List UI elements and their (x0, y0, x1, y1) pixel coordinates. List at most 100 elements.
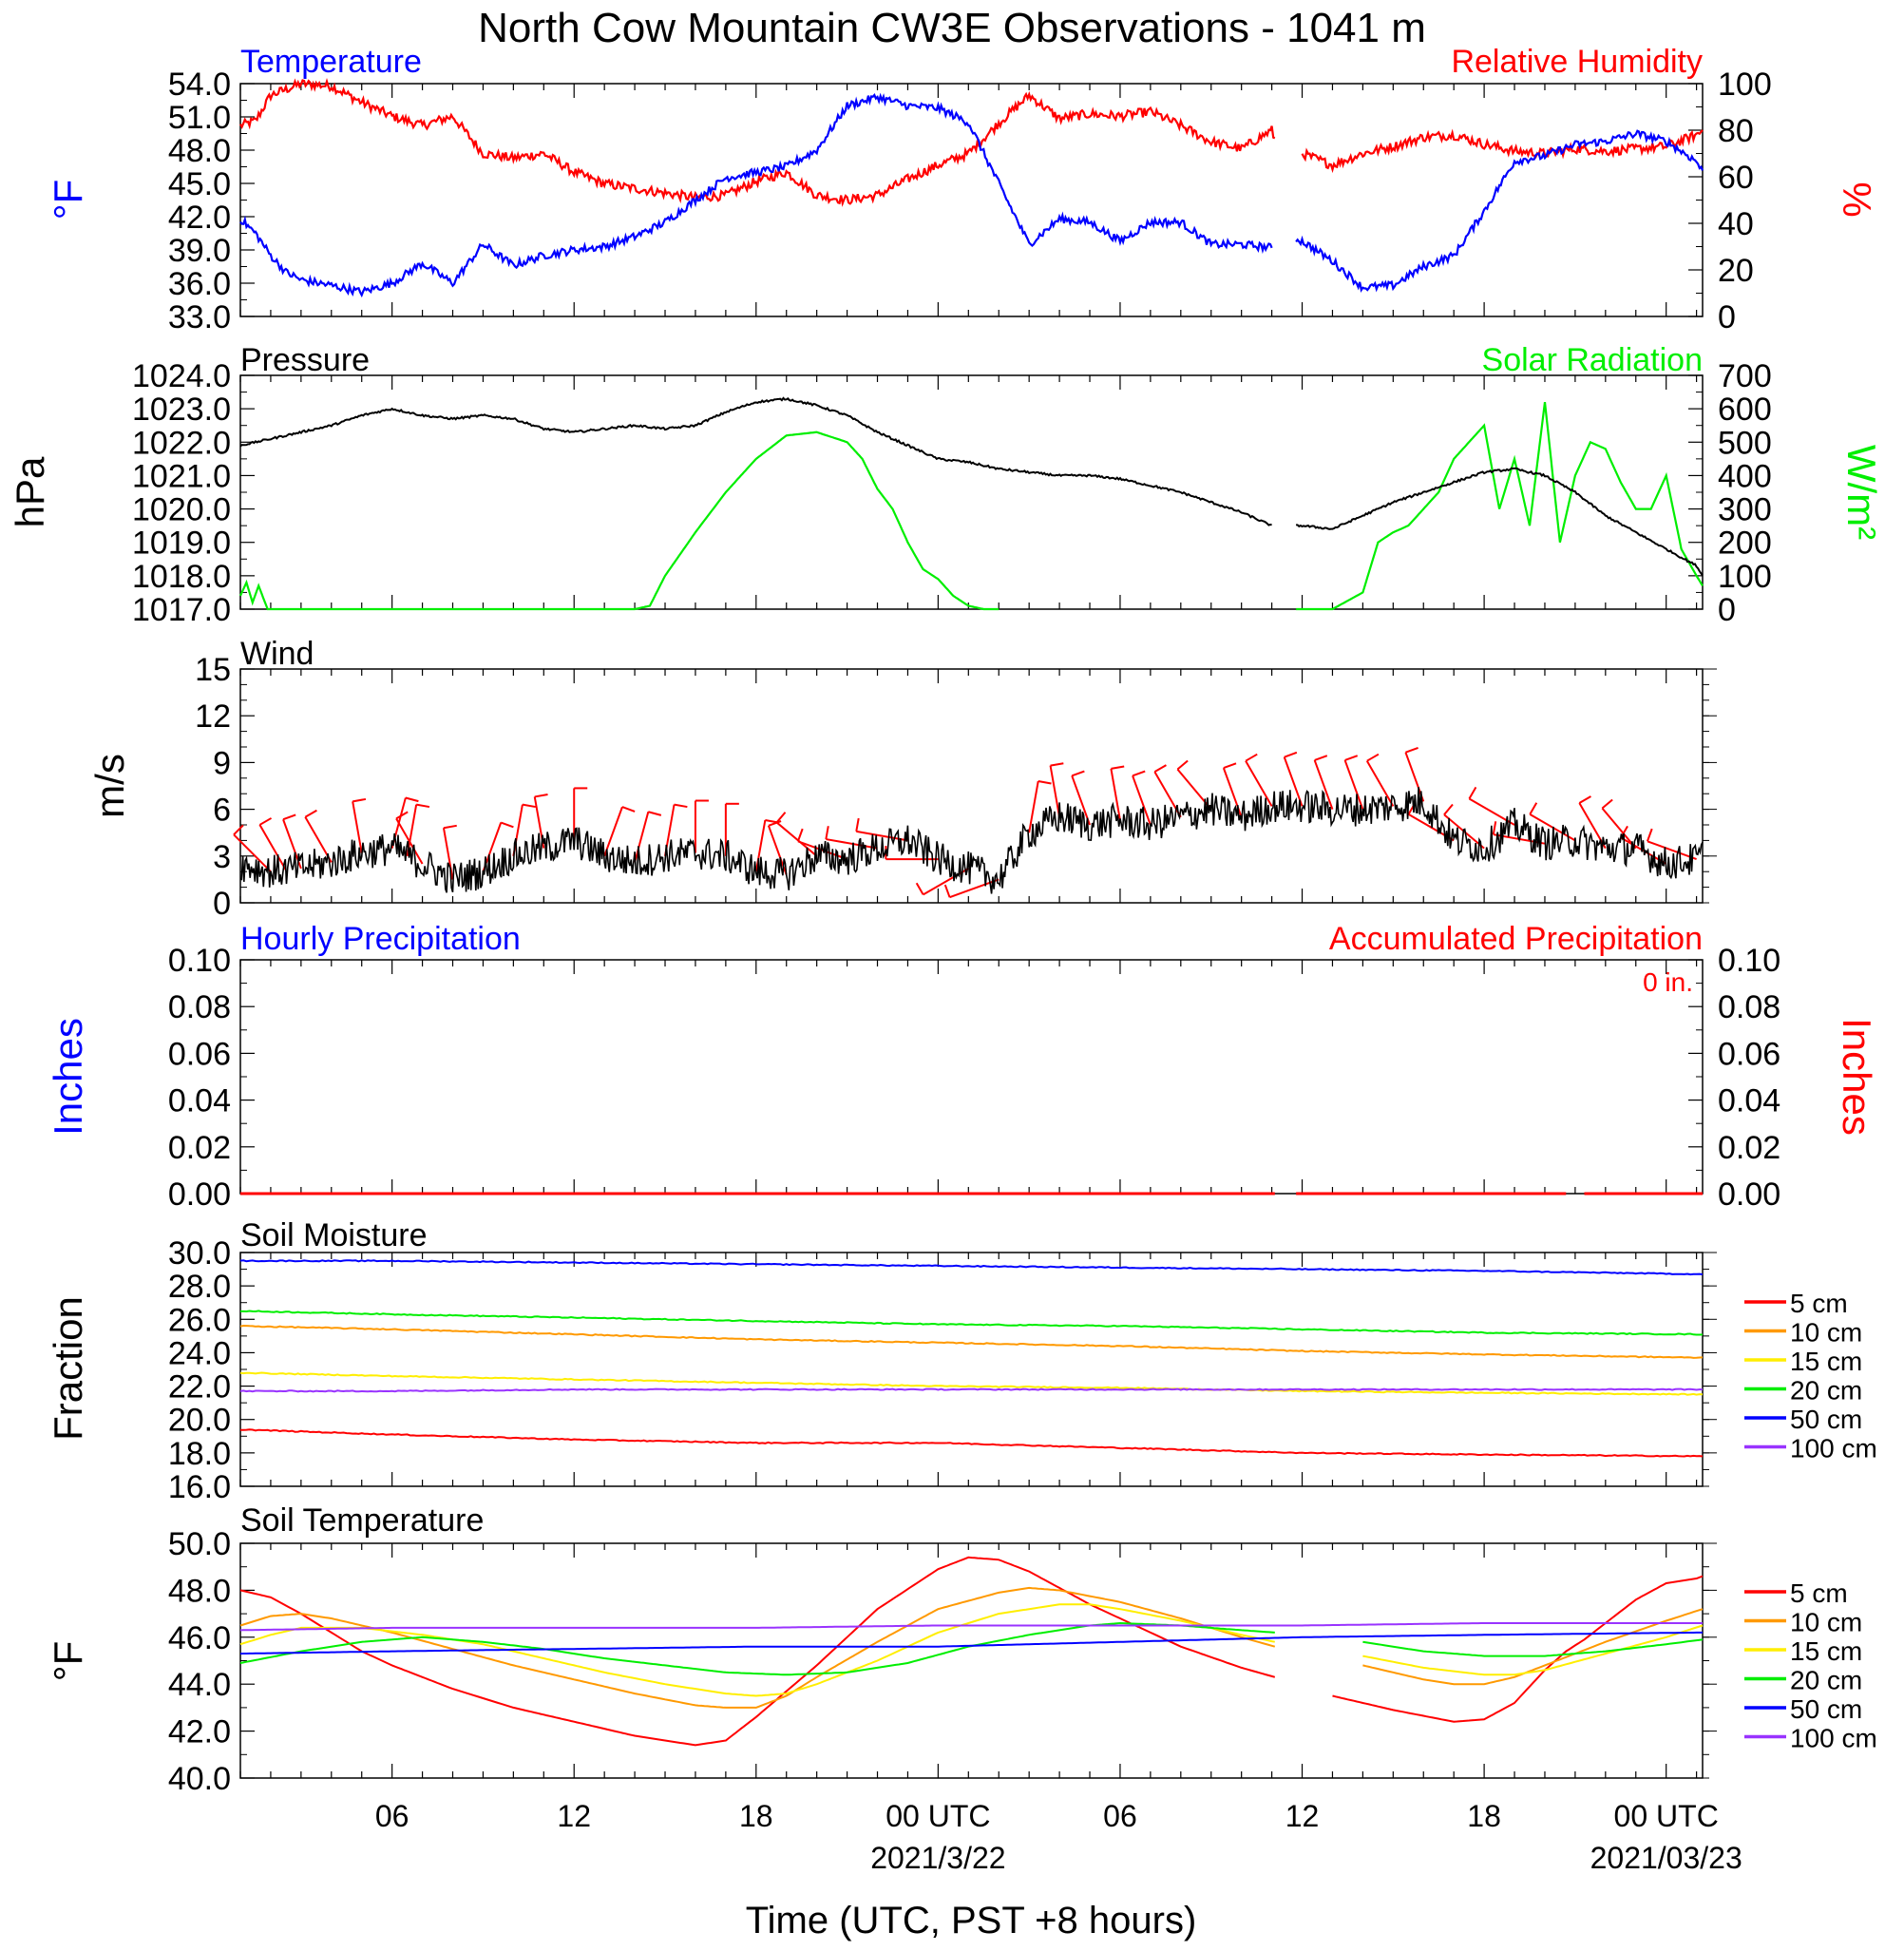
x-tick-label: 00 UTC (885, 1799, 990, 1833)
wind-barb (826, 838, 878, 850)
wind-barb (1028, 780, 1039, 833)
precip-left-axis-tick-label: 0.04 (168, 1083, 231, 1119)
wind-barb-flag (1529, 802, 1538, 815)
solar-axis-tick-label: 500 (1718, 425, 1772, 461)
wind-barb-flag (233, 824, 244, 836)
legend-label: 20 cm (1790, 1666, 1862, 1695)
soil-moisture-panel: 30.028.026.024.022.020.018.016.0 Soil Moi… (46, 1217, 1877, 1505)
accum-precip-title: Accumulated Precipitation (1329, 921, 1703, 957)
soil-moisture-axis-tick-label: 20.0 (168, 1403, 231, 1439)
temp-axis-tick-label: 45.0 (168, 166, 231, 202)
wind-axis-tick-label: 3 (213, 839, 231, 875)
precip-left-axis-tick-label: 0.06 (168, 1036, 231, 1072)
wind-barb-flag (775, 812, 787, 824)
temp-axis-tick-label: 42.0 (168, 200, 231, 236)
soil-temp-unit: °F (46, 1641, 90, 1681)
soil-moisture-line-5cm (239, 1428, 1704, 1458)
pressure-axis-tick-label: 1017.0 (132, 592, 231, 628)
wind-barb-flag (1344, 755, 1359, 761)
rh-axis-tick-label: 60 (1718, 160, 1754, 196)
wind-barb (1601, 807, 1637, 850)
pressure-axis-tick-label: 1023.0 (132, 392, 231, 428)
wind-barb-flag (1111, 765, 1125, 770)
soil-temp-axis-tick-label: 46.0 (168, 1620, 231, 1656)
wind-barb-flag (405, 796, 419, 803)
solar-radiation-line (238, 401, 1704, 611)
wind-barb-flag (1223, 762, 1237, 770)
wind-barb-flag (1578, 795, 1591, 804)
wind-barb-flag (282, 813, 296, 821)
soil-moisture-line-15cm (239, 1371, 1704, 1396)
wind-panel: 15 12 9 6 3 0 Wind m/s (87, 636, 1717, 922)
x-tick-label: 00 UTC (1614, 1799, 1719, 1833)
x-tick-label: 06 (1103, 1799, 1137, 1833)
wind-barb (1283, 756, 1304, 807)
wind-barb-flag (674, 803, 688, 809)
soil-moisture-axis-tick-label: 22.0 (168, 1369, 231, 1406)
solar-unit-label: W/m² (1839, 445, 1884, 540)
wind-barb (634, 811, 650, 863)
legend-label: 10 cm (1790, 1608, 1862, 1637)
wind-barb-flag (796, 828, 804, 842)
wind-barb-flag (1492, 821, 1497, 835)
precip-right-axis-tick-label: 0.10 (1718, 943, 1780, 979)
legend-label: 100 cm (1790, 1724, 1877, 1753)
rh-axis-tick-label: 20 (1718, 253, 1754, 289)
wind-barb-flag (258, 817, 273, 826)
wind-barb-flag (1038, 780, 1052, 785)
wind-barb (603, 806, 623, 857)
temp-axis-tick-label: 36.0 (168, 266, 231, 302)
x-date-label: 2021/3/22 (870, 1841, 1005, 1875)
x-tick-label: 18 (1467, 1799, 1501, 1833)
legend-label: 50 cm (1790, 1694, 1862, 1724)
wind-barb-flag (1176, 759, 1189, 771)
wind-barb-flag (855, 817, 860, 832)
pressure-title: Pressure (240, 342, 370, 378)
solar-axis-tick-label: 100 (1718, 559, 1772, 595)
wind-barb-flag (1071, 770, 1085, 777)
wind-barb (1110, 768, 1121, 821)
soil-moisture-line-50cm (239, 1259, 1704, 1276)
solar-axis-tick-label: 700 (1718, 358, 1772, 394)
wind-axis-tick-label: 0 (213, 886, 231, 922)
solar-axis-tick-label: 300 (1718, 492, 1772, 528)
temp-axis-tick-label: 54.0 (168, 67, 231, 103)
soil-moisture-axis-tick-label: 18.0 (168, 1436, 231, 1472)
precip-right-axis-tick-label: 0.04 (1718, 1083, 1780, 1119)
soil-moisture-axis-tick-label: 26.0 (168, 1302, 231, 1338)
pressure-axis-tick-label: 1021.0 (132, 458, 231, 494)
wind-barb-flag (443, 824, 457, 830)
wind-barb (352, 801, 363, 853)
wind-barb (1245, 760, 1273, 807)
rh-axis-tick-label: 100 (1718, 67, 1772, 103)
soil-moisture-axis-tick-label: 24.0 (168, 1335, 231, 1371)
wind-barb-flag (352, 797, 367, 803)
precip-left-axis-tick-label: 0.00 (168, 1176, 231, 1213)
wind-barb-flag (1050, 762, 1064, 767)
wind-barb-flag (1601, 798, 1613, 810)
accum-precip-total: 0 in. (1643, 967, 1693, 997)
soil-temp-axis-tick-label: 42.0 (168, 1714, 231, 1750)
x-date-label: 2021/03/23 (1590, 1841, 1742, 1875)
wind-barb (1132, 775, 1152, 826)
pressure-axis-tick-label: 1022.0 (132, 425, 231, 461)
figure-title: North Cow Mountain CW3E Observations - 1… (478, 5, 1426, 51)
wind-barb (1343, 759, 1364, 810)
wind-barb-flag (500, 821, 514, 829)
precip-left-axis-tick-label: 0.02 (168, 1130, 231, 1166)
wind-barb-flag (304, 809, 317, 818)
soil-temp-axis-tick-label: 48.0 (168, 1573, 231, 1609)
precip-right-axis-tick-label: 0.08 (1718, 989, 1780, 1025)
wind-frame (239, 668, 1704, 904)
solar-axis-tick-label: 400 (1718, 458, 1772, 494)
temperature-line (239, 92, 1704, 298)
wind-barb-flag (1314, 755, 1328, 761)
precip-right-axis-tick-label: 0.00 (1718, 1176, 1780, 1213)
soil-moisture-title: Soil Moisture (240, 1217, 428, 1253)
pressure-axis-tick-label: 1020.0 (132, 492, 231, 528)
rh-axis-tick-label: 40 (1718, 206, 1754, 242)
wind-barb (1071, 775, 1091, 826)
wind-axis-tick-label: 9 (213, 745, 231, 781)
wind-barb (775, 821, 818, 857)
temp-axis-tick-label: 51.0 (168, 100, 231, 136)
